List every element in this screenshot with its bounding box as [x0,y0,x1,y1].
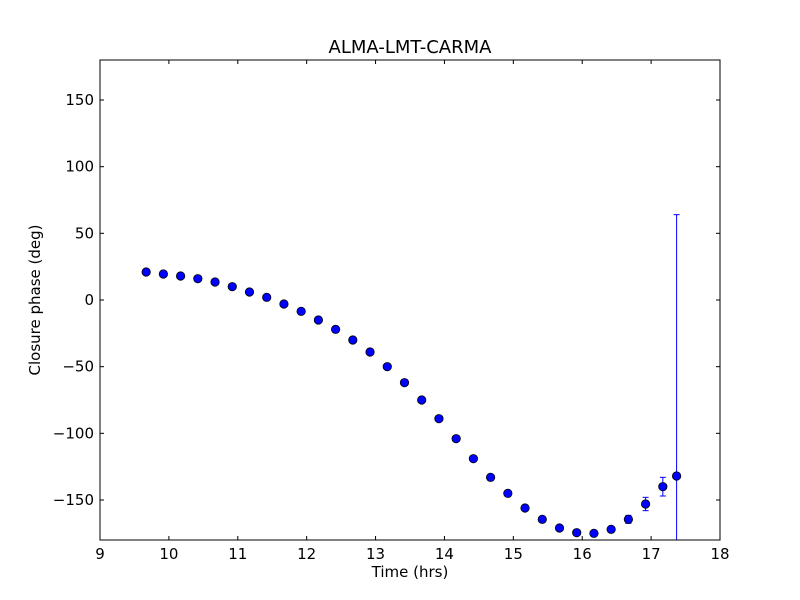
data-point [348,335,358,345]
data-point [503,488,513,498]
x-tick-label: 10 [159,545,178,563]
y-axis-label: Closure phase (deg) [26,225,44,376]
data-point [485,472,496,482]
data-point [296,306,306,316]
data-point [262,292,272,302]
x-tick-label: 13 [366,545,385,563]
data-point [640,499,651,509]
data-point [244,287,255,297]
data-point [520,503,530,513]
data-point [210,277,220,287]
data-point [227,282,237,292]
data-point [382,362,392,372]
data-point [606,524,616,534]
data-point [658,482,668,492]
data-point [434,414,444,424]
data-point [158,269,168,279]
data-point [417,395,427,405]
x-tick-label: 11 [228,545,247,563]
data-point [279,299,289,309]
data-point [554,523,565,533]
data-point [313,315,323,325]
data-point [671,471,682,481]
data-point [141,267,151,277]
y-tick-label: 150 [65,91,94,109]
data-point [399,378,410,388]
x-tick-label: 9 [95,545,105,563]
data-point [193,274,203,284]
data-point [451,434,461,444]
y-tick-label: 100 [65,158,94,176]
y-tick-label: 0 [84,291,94,309]
x-tick-label: 17 [642,545,661,563]
data-point [537,514,547,524]
x-tick-label: 16 [573,545,592,563]
data-point [176,271,186,281]
chart-title: ALMA-LMT-CARMA [329,37,493,58]
x-tick-label: 12 [297,545,316,563]
y-tick-label: −100 [53,424,94,442]
axis-ticks: 9 10 11 12 13 14 15 16 17 18 −150 −100 −50 0 50 100 150 [53,60,730,563]
plot-area [141,214,682,540]
data-point [572,528,582,538]
x-tick-label: 14 [435,545,454,563]
data-point [589,528,599,538]
data-point [330,324,341,334]
x-tick-label: 18 [710,545,729,563]
x-axis-label: Time (hrs) [371,563,449,581]
data-point [623,514,633,524]
y-tick-label: −150 [53,491,94,509]
y-tick-label: 50 [75,224,94,242]
x-tick-label: 15 [504,545,523,563]
data-point [468,454,478,464]
plot-frame [99,59,721,541]
data-point [365,347,375,357]
y-tick-label: −50 [62,358,94,376]
